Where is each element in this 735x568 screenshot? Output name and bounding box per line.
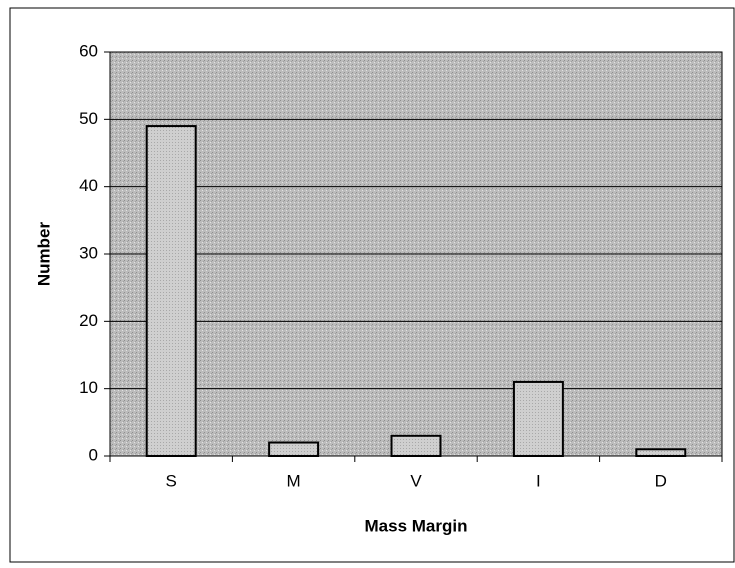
x-tick-label: D <box>655 471 667 490</box>
bar <box>512 380 564 457</box>
y-tick-label: 40 <box>79 176 98 195</box>
bar <box>268 441 320 457</box>
y-tick-label: 60 <box>79 41 98 60</box>
x-tick-label: S <box>166 471 177 490</box>
x-tick-label: V <box>410 471 422 490</box>
bar <box>145 125 197 457</box>
y-tick-label: 30 <box>79 243 98 262</box>
y-tick-label: 20 <box>79 311 98 330</box>
y-axis-title: Number <box>34 222 53 287</box>
bar <box>390 434 442 457</box>
y-tick-label: 10 <box>79 378 98 397</box>
y-tick-label: 50 <box>79 109 98 128</box>
x-tick-label: M <box>287 471 301 490</box>
y-tick-label: 0 <box>89 445 98 464</box>
bar <box>635 448 687 457</box>
x-tick-label: I <box>536 471 541 490</box>
x-axis-title: Mass Margin <box>365 516 468 535</box>
